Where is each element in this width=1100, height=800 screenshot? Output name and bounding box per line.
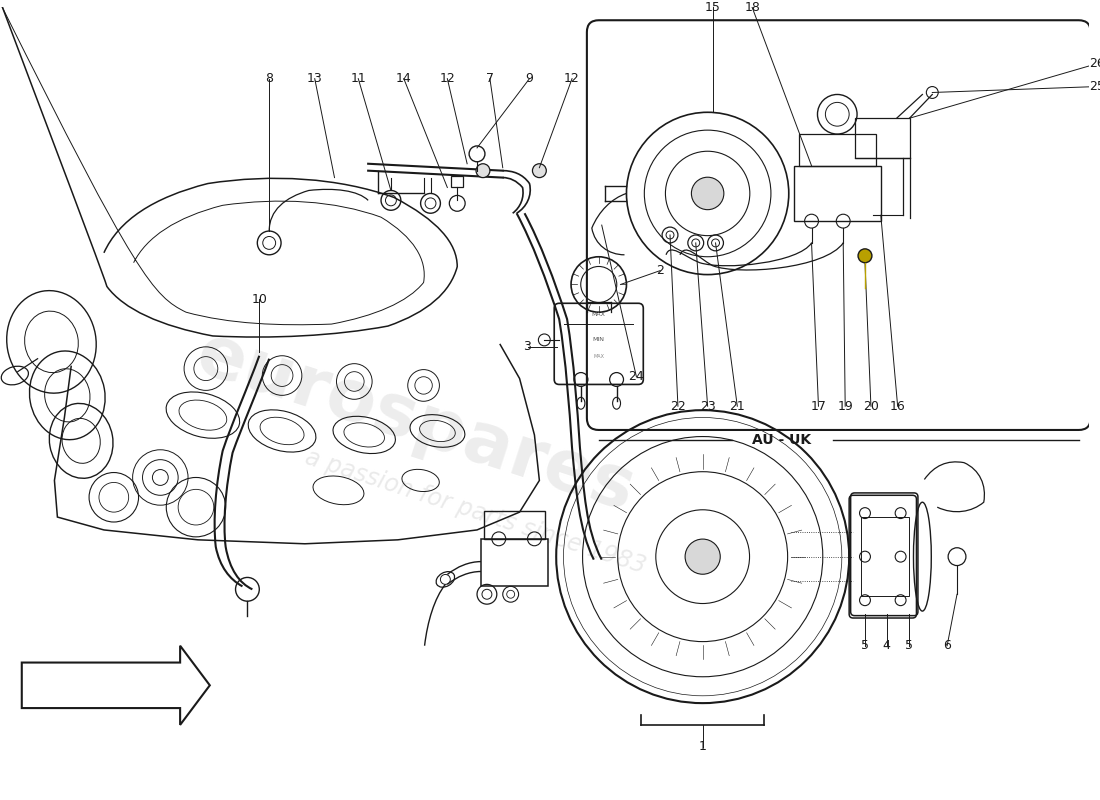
Text: AU - UK: AU - UK	[751, 433, 811, 447]
Bar	[484, 511, 546, 539]
Text: 3: 3	[524, 340, 531, 354]
Text: 25: 25	[1089, 80, 1100, 93]
Text: 5: 5	[861, 639, 869, 652]
Text: MIN: MIN	[593, 338, 605, 342]
Text: 16: 16	[890, 400, 905, 413]
Circle shape	[532, 164, 547, 178]
Circle shape	[692, 178, 724, 210]
Bar	[855, 118, 910, 158]
Text: 19: 19	[837, 400, 854, 413]
Text: 23: 23	[700, 400, 715, 413]
Text: 15: 15	[705, 1, 720, 14]
Circle shape	[685, 539, 720, 574]
Text: 24: 24	[628, 370, 645, 383]
Text: eurospares: eurospares	[188, 320, 644, 526]
Text: 22: 22	[670, 400, 685, 413]
Text: 9: 9	[526, 72, 534, 85]
Text: 13: 13	[307, 72, 322, 85]
Text: 17: 17	[811, 400, 826, 413]
Text: a passion for parts since 1983: a passion for parts since 1983	[301, 446, 649, 578]
Bar	[794, 166, 881, 221]
Text: 14: 14	[396, 72, 411, 85]
Text: 8: 8	[265, 72, 273, 85]
Text: 26: 26	[1089, 58, 1100, 70]
Text: 21: 21	[729, 400, 745, 413]
Circle shape	[858, 249, 872, 262]
Bar	[451, 176, 463, 187]
Text: 7: 7	[486, 72, 494, 85]
Text: 18: 18	[745, 1, 760, 14]
Text: 5: 5	[904, 639, 913, 652]
Text: 10: 10	[252, 293, 267, 306]
Text: MAX: MAX	[592, 312, 606, 317]
Bar	[861, 517, 909, 596]
Text: 6: 6	[943, 639, 951, 652]
Text: MAX: MAX	[593, 354, 604, 359]
Bar	[799, 134, 876, 166]
Text: 1: 1	[698, 740, 706, 753]
Text: 4: 4	[883, 639, 891, 652]
Text: 20: 20	[864, 400, 879, 413]
Circle shape	[476, 164, 490, 178]
Text: 12: 12	[564, 72, 580, 85]
Text: 11: 11	[351, 72, 366, 85]
Text: 2: 2	[657, 264, 664, 277]
Text: 12: 12	[440, 72, 455, 85]
